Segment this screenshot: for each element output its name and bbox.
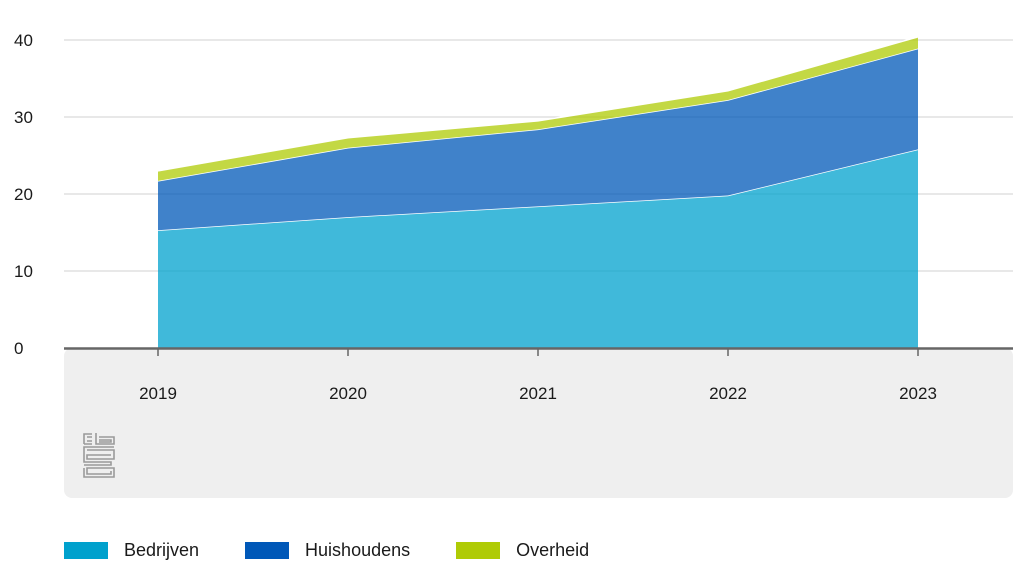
legend-swatch <box>245 541 290 559</box>
area-boundary-overheid <box>157 36 919 172</box>
y-tick-label: 10 <box>14 262 33 281</box>
y-axis-labels: 0 10 20 30 40 <box>14 31 33 358</box>
legend-item-overheid[interactable]: Overheid <box>456 540 589 561</box>
y-tick-label: 20 <box>14 185 33 204</box>
x-tick-label: 2023 <box>899 384 937 403</box>
legend-label: Huishoudens <box>305 539 411 560</box>
cbs-logo-icon <box>83 433 115 478</box>
legend-item-bedrijven[interactable]: Bedrijven <box>64 540 199 561</box>
plot-area <box>157 36 919 348</box>
x-axis-ticks <box>157 348 919 356</box>
y-tick-label: 30 <box>14 108 33 127</box>
legend-label: Bedrijven <box>124 539 200 560</box>
legend-item-huishoudens[interactable]: Huishoudens <box>245 540 410 561</box>
legend-label: Overheid <box>516 539 590 560</box>
legend-swatch <box>456 541 501 559</box>
legend: Bedrijven Huishoudens Overheid <box>64 538 635 562</box>
x-tick-label: 2020 <box>329 384 367 403</box>
area-huishoudens <box>158 48 918 231</box>
y-tick-label: 0 <box>14 339 23 358</box>
x-axis-labels: 2019 2020 2021 2022 2023 <box>139 384 937 403</box>
legend-swatch <box>64 541 108 559</box>
area-bedrijven <box>158 149 918 348</box>
x-axis-panel <box>64 348 1013 498</box>
x-tick-label: 2019 <box>139 384 177 403</box>
x-tick-label: 2021 <box>519 384 557 403</box>
area-overheid <box>158 36 918 181</box>
y-tick-label: 40 <box>14 31 33 50</box>
x-tick-label: 2022 <box>709 384 747 403</box>
